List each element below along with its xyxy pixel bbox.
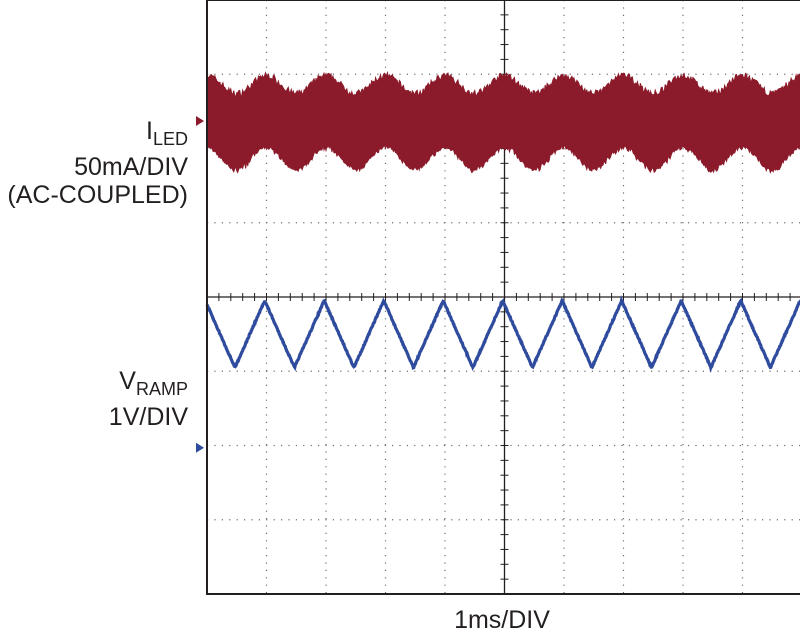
ch2-name: VRAMP: [119, 367, 188, 399]
ch2-scale: 1V/DIV: [108, 403, 188, 431]
x-axis-label: 1ms/DIV: [454, 606, 550, 634]
plot-frame: [206, 0, 800, 595]
ch1-ground-marker: [196, 116, 204, 127]
ch1-name: ILED: [146, 117, 188, 149]
ch2-label: VRAMP 1V/DIV: [109, 367, 188, 431]
ch1-scale: 50mA/DIV: [74, 153, 188, 181]
ch1-label: ILED 50mA/DIV (AC-COUPLED): [7, 117, 188, 209]
ramp-voltage-trace: [205, 295, 800, 373]
led-current-trace: [206, 70, 800, 174]
ch2-ground-marker: [196, 442, 204, 453]
ch1-coupling: (AC-COUPLED): [7, 181, 188, 209]
